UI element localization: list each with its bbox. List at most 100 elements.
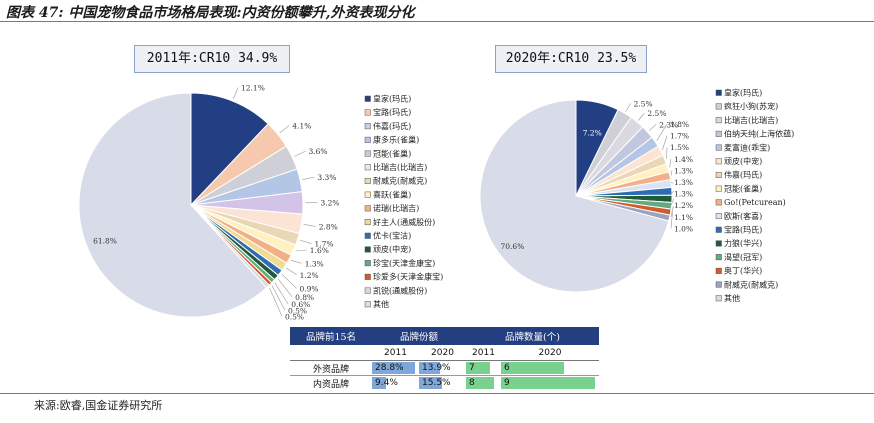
legend-0-label-3: 康多乐(雀巢)	[373, 135, 419, 145]
pie-0-label-14: 0.5%	[285, 312, 304, 321]
legend-1-swatch-14	[715, 281, 722, 288]
legend-1-label-11: 力狼(华兴)	[724, 238, 762, 248]
table-header-count: 品牌数量(个)	[505, 332, 560, 343]
bottom-rule	[0, 393, 874, 394]
pie-0-label-5: 2.8%	[319, 222, 338, 231]
pie-1-slice-15	[479, 99, 670, 293]
legend-0-swatch-2	[364, 123, 371, 130]
pie-0-label-8: 1.3%	[305, 259, 324, 268]
legend-1-swatch-12	[715, 254, 722, 261]
pie-0-slice-15	[78, 92, 268, 318]
count-2020-value: 9	[504, 378, 510, 388]
count-2011: 7	[466, 362, 501, 374]
pie-0-leader-7	[295, 249, 307, 252]
pie-0-leader-9	[286, 267, 297, 276]
count-2011: 8	[466, 377, 501, 389]
share-2020: 15.5%	[419, 377, 466, 389]
legend-1-swatch-6	[715, 171, 722, 178]
count-2011-bar	[466, 362, 490, 374]
subheader-share-2011: 2011	[384, 347, 407, 358]
legend-0-swatch-9	[364, 219, 371, 226]
count-2020: 6	[501, 362, 599, 374]
share-2020: 13.9%	[419, 362, 466, 374]
legend-1-label-9: 欧斯(客喜)	[724, 211, 762, 221]
table-body: 外资品牌 28.8% 13.9% 7 6 内资品牌 9.4% 15.5% 8 9	[290, 361, 599, 390]
pie-0-leader-12	[274, 282, 289, 305]
table-header-brand: 品牌前15名	[305, 332, 357, 343]
legend-1-label-3: 伯纳天纯(上海依蕴)	[724, 129, 794, 139]
legend-0-label-11: 顽皮(中宠)	[373, 244, 411, 254]
legend-1-swatch-10	[715, 226, 722, 233]
table-header-share: 品牌份额	[399, 332, 438, 343]
legend-0-swatch-5	[364, 164, 371, 171]
top-rule	[0, 21, 874, 22]
legend-1-swatch-0	[715, 89, 722, 96]
pie-0-leader-3	[302, 176, 315, 180]
pie-1-leader-5	[662, 135, 668, 150]
pie-0-label-4: 3.2%	[321, 199, 340, 208]
legend-1-swatch-13	[715, 267, 722, 274]
legend-0-swatch-3	[364, 136, 371, 143]
pie-1-label-1: 2.5%	[634, 99, 653, 108]
share-2011-bar	[372, 362, 415, 374]
legend-0-swatch-12	[364, 260, 371, 267]
pie-0-label-1: 4.1%	[292, 121, 311, 130]
pie-0-label-9: 1.2%	[300, 271, 319, 280]
pie-1-leader-7	[669, 158, 672, 168]
legend-0-label-2: 伟嘉(玛氏)	[373, 121, 411, 131]
share-2020-bar	[419, 362, 440, 374]
legend-0-label-8: 诺瑞(比瑞吉)	[373, 203, 419, 213]
pie-0-label-13: 0.5%	[288, 306, 307, 315]
pie-1-leader-12	[670, 205, 674, 217]
pie-1-label-12: 1.1%	[674, 213, 693, 222]
legend-1-swatch-7	[715, 185, 722, 192]
row-label: 外资品牌	[312, 364, 349, 375]
legend-1-label-4: 麦富迪(乖宝)	[724, 142, 770, 152]
pie-1-label-other: 70.6%	[501, 242, 525, 251]
legend-0-swatch-10	[364, 232, 371, 239]
pie-0-label-6: 1.7%	[315, 240, 334, 249]
share-2011: 9.4%	[372, 377, 419, 389]
legend-1-label-10: 宝路(玛氏)	[724, 225, 762, 235]
legend-0-label-13: 珍爱多(天津金康宝)	[373, 272, 443, 282]
count-2011-value: 8	[469, 378, 475, 388]
figure-title: 图表 47: 中国宠物食品市场格局表现:内资份额攀升,外资表现分化	[6, 2, 414, 22]
pie-0-label-2: 3.6%	[309, 147, 328, 156]
legend-0-label-0: 皇家(玛氏)	[373, 94, 411, 104]
share-2011: 28.8%	[372, 362, 419, 374]
share-2020-value: 13.9%	[422, 363, 451, 373]
legend-0-label-7: 喜跃(雀巢)	[373, 189, 411, 199]
pie-0-leader-10	[281, 273, 297, 289]
legend-1-swatch-15	[715, 295, 722, 302]
legend-1-label-0: 皇家(玛氏)	[724, 88, 762, 98]
subheader-count-2020: 2020	[538, 347, 562, 358]
pie-1-label-13: 1.0%	[674, 224, 693, 233]
legend-0-label-14: 凯锐(通威股份)	[373, 285, 427, 295]
count-2020: 9	[501, 377, 599, 389]
pie-1-label-8: 1.3%	[674, 166, 693, 175]
legend-0-swatch-8	[364, 205, 371, 212]
legend-0-swatch-15	[364, 301, 371, 308]
pie-0-leader-6	[299, 239, 312, 244]
pie-charts: 12.1%4.1%3.6%3.3%3.2%2.8%1.7%1.6%1.3%1.2…	[78, 84, 794, 321]
legend-0-swatch-11	[364, 246, 371, 253]
legend-1-label-6: 伟嘉(玛氏)	[724, 170, 762, 180]
pie-1-label-5: 1.7%	[670, 132, 689, 141]
share-2020-value: 15.5%	[422, 378, 451, 388]
pie-1-leader-11	[670, 198, 675, 206]
share-2011-value: 28.8%	[375, 363, 404, 373]
legend-0-label-9: 好主人(通威股份)	[373, 217, 435, 227]
chart-2020-title: 2020年:CR10 23.5%	[495, 45, 647, 73]
pie-0-label-other: 61.8%	[93, 237, 117, 246]
count-2020-bar	[501, 362, 564, 374]
legend-1-swatch-2	[715, 117, 722, 124]
figure-title-main: 中国宠物食品市场格局表现:内资份额攀升,外资表现分化	[68, 5, 415, 21]
chart-2011-title: 2011年:CR10 34.9%	[134, 45, 290, 73]
subheader-share-2020: 2020	[431, 347, 454, 358]
legend-0-label-12: 珍宝(天津金康宝)	[373, 258, 435, 268]
legend-1-swatch-4	[715, 144, 722, 151]
pie-1-leader-2	[638, 112, 645, 121]
table-row: 内资品牌 9.4% 15.5% 8 9	[290, 376, 599, 390]
pie-0-leader-14	[269, 287, 283, 317]
pie-1-leader-3	[648, 124, 657, 131]
